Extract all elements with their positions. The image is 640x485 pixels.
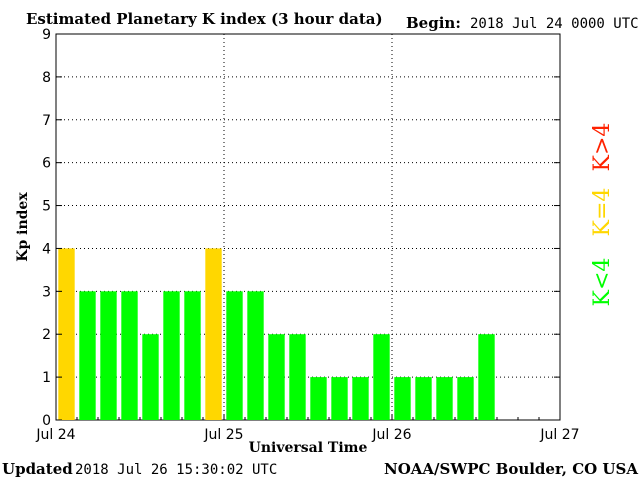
kp-bar [373, 334, 390, 420]
kp-bar [100, 291, 117, 420]
y-tick-label: 1 [42, 370, 51, 386]
kp-bar [184, 291, 201, 420]
kp-bar [457, 377, 474, 420]
updated-label: Updated [2, 460, 73, 478]
x-tick-label: Jul 24 [35, 427, 75, 443]
kp-bar [394, 377, 411, 420]
y-tick-label: 2 [42, 327, 51, 343]
kp-bar [436, 377, 453, 420]
x-tick-label: Jul 25 [203, 427, 243, 443]
grid [56, 34, 560, 420]
kp-bar [352, 377, 369, 420]
y-axis-label: Kp index [15, 192, 31, 262]
source-credit: NOAA/SWPC Boulder, CO USA [384, 460, 638, 478]
x-axis-label: Universal Time [249, 440, 368, 456]
y-tick-label: 0 [42, 413, 51, 429]
x-tick-label: Jul 27 [539, 427, 579, 443]
legend-k-below: K<4 [590, 258, 615, 307]
y-tick-label: 4 [42, 241, 51, 257]
legend-k-equal: K=4 [590, 188, 615, 237]
updated-value: 2018 Jul 26 15:30:02 UTC [75, 462, 277, 478]
y-tick-label: 3 [42, 284, 51, 300]
kp-bar [121, 291, 138, 420]
x-ticks: Jul 24 Jul 25 Jul 26 Jul 27 [35, 414, 580, 443]
y-tick-label: 7 [42, 113, 51, 129]
legend-k-above: K>4 [590, 123, 615, 172]
y-tick-label: 5 [42, 199, 51, 215]
begin-label: Begin: [406, 14, 461, 32]
kp-bar [163, 291, 180, 420]
kp-bar [247, 291, 264, 420]
begin-value: 2018 Jul 24 0000 UTC [470, 16, 639, 32]
y-tick-label: 8 [42, 70, 51, 86]
kp-bar [331, 377, 348, 420]
kp-bar [226, 291, 243, 420]
y-tick-label: 6 [42, 156, 51, 172]
kp-bar [478, 334, 495, 420]
kp-bar [415, 377, 432, 420]
kp-bar [142, 334, 159, 420]
kp-bar [58, 248, 75, 420]
chart-title: Estimated Planetary K index (3 hour data… [26, 10, 383, 28]
kp-bar [79, 291, 96, 420]
kp-bar [268, 334, 285, 420]
kp-bar [310, 377, 327, 420]
y-tick-label: 9 [42, 27, 51, 43]
bars [58, 248, 495, 420]
kp-bar [289, 334, 306, 420]
kp-bar [205, 248, 222, 420]
x-tick-label: Jul 26 [371, 427, 411, 443]
plot-frame [55, 33, 561, 421]
y-ticks: 0 1 2 3 4 5 6 7 8 9 [42, 27, 560, 429]
